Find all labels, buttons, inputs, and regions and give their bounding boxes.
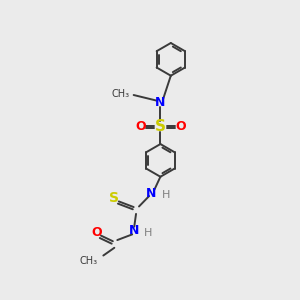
Text: H: H [144, 228, 152, 238]
Text: N: N [155, 96, 166, 109]
Text: N: N [146, 187, 157, 200]
Text: S: S [155, 119, 166, 134]
Text: CH₃: CH₃ [80, 256, 98, 266]
Text: S: S [109, 191, 119, 206]
Text: CH₃: CH₃ [111, 88, 129, 98]
Text: O: O [175, 120, 186, 133]
Text: O: O [135, 120, 146, 133]
Text: N: N [128, 224, 139, 237]
Text: O: O [91, 226, 101, 239]
Text: H: H [162, 190, 170, 200]
